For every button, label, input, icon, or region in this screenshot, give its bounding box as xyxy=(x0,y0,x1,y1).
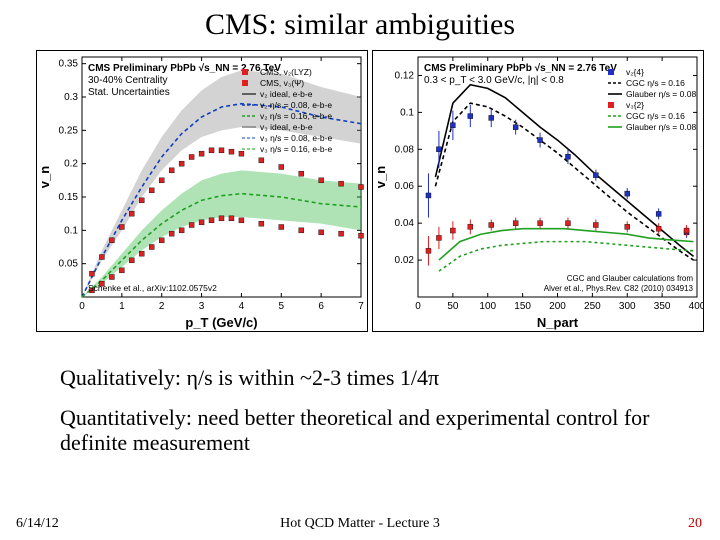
svg-text:0.1: 0.1 xyxy=(400,107,414,118)
svg-text:v₃ η/s = 0.08, e-b-e: v₃ η/s = 0.08, e-b-e xyxy=(260,133,332,143)
svg-text:v₂{4}: v₂{4} xyxy=(626,67,644,77)
qualitative-text: Qualitatively: η/s is within ~2-3 times … xyxy=(60,365,439,391)
page-title: CMS: similar ambiguities xyxy=(0,8,720,42)
svg-text:v₃ ideal, e-b-e: v₃ ideal, e-b-e xyxy=(260,122,313,132)
svg-text:0.05: 0.05 xyxy=(59,259,79,270)
svg-text:v₂ η/s = 0.16, e-b-e: v₂ η/s = 0.16, e-b-e xyxy=(260,111,332,121)
svg-text:0.12: 0.12 xyxy=(395,70,415,81)
svg-text:CMS, v₃(Ψ): CMS, v₃(Ψ) xyxy=(260,78,304,88)
svg-text:v₃{2}: v₃{2} xyxy=(626,100,644,110)
svg-text:0.15: 0.15 xyxy=(59,192,79,203)
svg-text:Glauber η/s = 0.08: Glauber η/s = 0.08 xyxy=(626,122,696,132)
svg-text:v₂ η/s = 0.08, e-b-e: v₂ η/s = 0.08, e-b-e xyxy=(260,100,332,110)
svg-text:Schenke et al., arXiv:1102.057: Schenke et al., arXiv:1102.0575v2 xyxy=(88,283,217,293)
svg-text:Alver et al., Phys.Rev. C82 (2: Alver et al., Phys.Rev. C82 (2010) 03491… xyxy=(544,284,694,293)
svg-text:250: 250 xyxy=(584,301,601,312)
svg-text:0.35: 0.35 xyxy=(59,59,79,70)
svg-text:7: 7 xyxy=(358,301,364,312)
svg-text:v₂ ideal, e-b-e: v₂ ideal, e-b-e xyxy=(260,89,313,99)
svg-text:150: 150 xyxy=(514,301,531,312)
svg-text:CGC and Glauber calculations f: CGC and Glauber calculations from xyxy=(567,274,694,283)
charts-row: 0 1 2 3 4 5 6 7 0.05 0.1 0.15 0.2 0.25 0.3 0.35 p_T (Ge… xyxy=(36,50,704,332)
svg-text:6: 6 xyxy=(318,301,324,312)
svg-text:0.1: 0.1 xyxy=(64,225,78,236)
svg-text:300: 300 xyxy=(619,301,636,312)
svg-text:30-40% Centrality: 30-40% Centrality xyxy=(88,75,167,86)
svg-text:v_n: v_n xyxy=(37,166,52,188)
svg-text:100: 100 xyxy=(479,301,496,312)
svg-text:200: 200 xyxy=(549,301,566,312)
svg-text:0.3 < p_T < 3.0 GeV/c, |η| < 0: 0.3 < p_T < 3.0 GeV/c, |η| < 0.8 xyxy=(424,75,564,86)
svg-text:2: 2 xyxy=(159,301,165,312)
svg-text:p_T (GeV/c): p_T (GeV/c) xyxy=(185,315,257,330)
svg-text:CGC η/s = 0.16: CGC η/s = 0.16 xyxy=(626,111,685,121)
svg-text:CMS Preliminary PbPb √s_NN = 2: CMS Preliminary PbPb √s_NN = 2.76 TeV xyxy=(88,63,281,74)
svg-text:CGC η/s = 0.16: CGC η/s = 0.16 xyxy=(626,78,685,88)
svg-text:CMS Preliminary PbPb √s_NN = 2: CMS Preliminary PbPb √s_NN = 2.76 TeV xyxy=(424,63,617,74)
svg-text:Stat. Uncertainties: Stat. Uncertainties xyxy=(88,87,170,98)
footer-title: Hot QCD Matter - Lecture 3 xyxy=(0,516,720,532)
svg-text:400: 400 xyxy=(689,301,703,312)
svg-text:3: 3 xyxy=(199,301,205,312)
svg-text:v₃ η/s = 0.16, e-b-e: v₃ η/s = 0.16, e-b-e xyxy=(260,144,332,154)
svg-text:0.08: 0.08 xyxy=(395,144,415,155)
svg-text:0.2: 0.2 xyxy=(64,159,78,170)
svg-text:5: 5 xyxy=(279,301,285,312)
quantitative-text: Quantitatively: need better theoretical … xyxy=(60,405,680,456)
svg-text:50: 50 xyxy=(447,301,459,312)
svg-text:0.04: 0.04 xyxy=(395,218,415,229)
svg-text:0.3: 0.3 xyxy=(64,92,78,103)
svg-text:0.02: 0.02 xyxy=(395,255,415,266)
svg-text:0: 0 xyxy=(415,301,421,312)
svg-text:CMS, v₂(LYZ): CMS, v₂(LYZ) xyxy=(260,67,312,77)
svg-text:350: 350 xyxy=(654,301,671,312)
svg-text:0.06: 0.06 xyxy=(395,181,415,192)
svg-text:4: 4 xyxy=(239,301,245,312)
svg-text:1: 1 xyxy=(119,301,125,312)
svg-text:v_n: v_n xyxy=(373,166,388,188)
svg-text:0: 0 xyxy=(79,301,85,312)
svg-text:0.25: 0.25 xyxy=(59,125,79,136)
footer-page: 20 xyxy=(688,516,702,532)
chart-vn-vs-npart: 0 50 100 150 200 250 300 350 400 0.02 0.04 0.06 0.08… xyxy=(372,50,704,332)
svg-text:Glauber η/s = 0.08: Glauber η/s = 0.08 xyxy=(626,89,696,99)
svg-text:N_part: N_part xyxy=(537,315,579,330)
chart-vn-vs-pt: 0 1 2 3 4 5 6 7 0.05 0.1 0.15 0.2 0.25 0.3 0.35 p_T (Ge… xyxy=(36,50,368,332)
